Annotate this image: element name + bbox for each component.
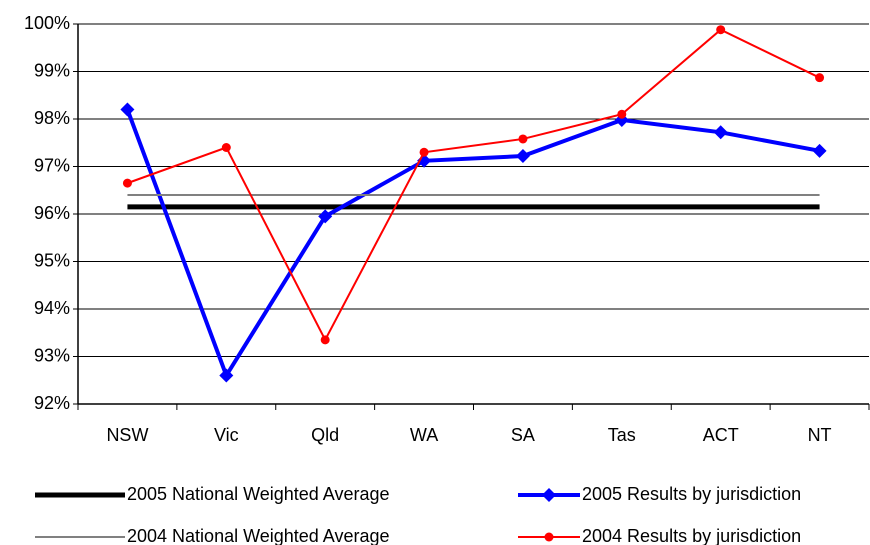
legend-marker [544,532,554,542]
x-tick-label: Vic [214,425,239,445]
legend-label: 2005 Results by jurisdiction [582,484,801,504]
data-point [518,134,528,144]
x-tick-label: NT [808,425,832,445]
y-tick-label: 97% [34,155,70,175]
data-point [318,209,333,224]
x-tick-label: ACT [703,425,739,445]
y-tick-label: 94% [34,298,70,318]
data-point [515,149,530,164]
y-tick-label: 98% [34,108,70,128]
legend-marker [542,488,556,502]
y-tick-label: 96% [34,203,70,223]
series-line [127,28,820,343]
x-tick-label: NSW [106,425,148,445]
data-point [122,178,132,188]
y-tick-label: 99% [34,60,70,80]
legend-label: 2005 National Weighted Average [127,484,390,504]
data-point [221,143,231,152]
data-point [320,335,330,345]
y-tick-label: 92% [34,393,70,413]
data-point [120,102,135,117]
y-tick-label: 95% [34,250,70,270]
data-point [219,368,234,383]
x-tick-label: Tas [608,425,636,445]
legend-label: 2004 Results by jurisdiction [582,526,801,545]
x-tick-label: SA [511,425,535,445]
legend-label: 2004 National Weighted Average [127,526,390,545]
data-point [812,143,827,158]
data-point [713,125,728,140]
data-point [617,109,627,119]
data-point [419,147,429,157]
y-tick-label: 93% [34,345,70,365]
y-tick-label: 100% [24,13,70,33]
x-tick-label: Qld [311,425,339,445]
series-line [125,108,820,381]
data-point [716,25,726,35]
data-point [815,73,825,83]
x-tick-label: WA [410,425,438,445]
